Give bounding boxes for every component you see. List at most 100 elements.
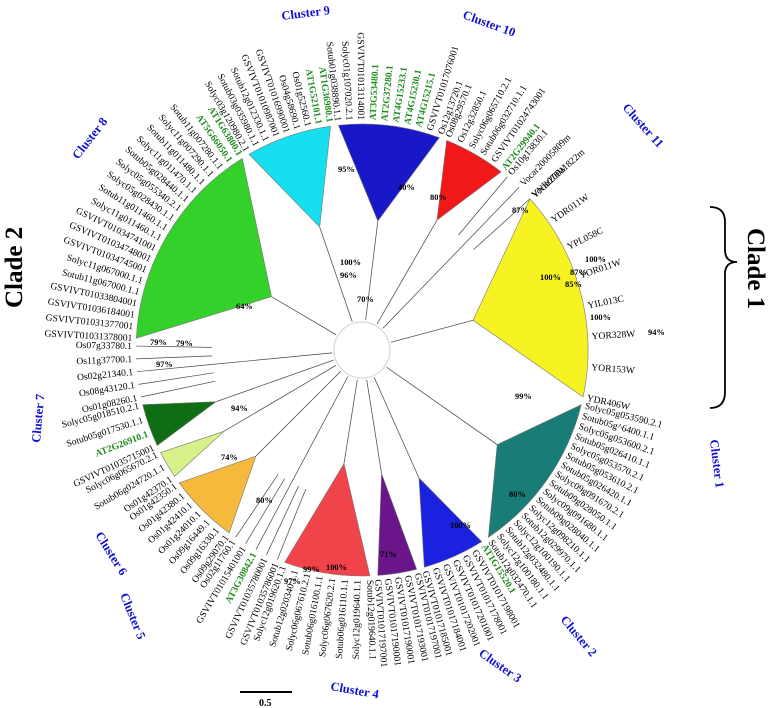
clade-wedge-cluster6b (160, 430, 225, 477)
clade-wedge-cluster9 (248, 125, 331, 228)
clade-1-bracket (709, 206, 738, 409)
bootstrap-value: 74% (221, 453, 238, 462)
bootstrap-value: 70% (357, 295, 374, 304)
clade-wedge-cluster11 (436, 140, 502, 221)
bootstrap-value: 97% (284, 577, 301, 586)
leaf-branch (140, 380, 216, 398)
clade-wedge-cluster4 (284, 462, 371, 577)
leaf-branch (136, 355, 213, 360)
cluster-label-3: Cluster 3 (476, 646, 524, 685)
clade-wedge-cluster1 (488, 404, 582, 538)
bootstrap-value: 94% (648, 328, 665, 337)
branch-cluster2 (373, 377, 420, 479)
bootstrap-value: 100% (590, 313, 611, 322)
cluster-label-1: Cluster 1 (707, 439, 727, 489)
bootstrap-value: 80% (509, 490, 526, 499)
tree-branches (136, 176, 531, 560)
bootstrap-value: 100% (340, 258, 361, 267)
bootstrap-value: 80% (256, 496, 273, 505)
clade-wedge-cluster10 (337, 123, 440, 222)
bootstrap-value: 64% (236, 302, 253, 311)
leaf-label: YOR153W (591, 362, 636, 376)
cluster-label-4: Cluster 4 (329, 679, 380, 701)
branch-rice-mid (212, 352, 333, 365)
scale-bar-label: 0.5 (259, 698, 272, 708)
branch-cluster8 (271, 296, 337, 336)
leaf-label: GSVIVT01013114001 (355, 32, 366, 120)
branch-cluster10 (365, 220, 379, 321)
leaf-branch (277, 488, 307, 560)
leaf-label: AT3G53480.1 (368, 64, 382, 121)
bootstrap-value: 87% (512, 206, 529, 215)
bootstrap-value: 100% (540, 273, 561, 282)
leaf-branch (255, 482, 292, 550)
branch-cluster9 (319, 226, 353, 322)
leaf-branch (465, 187, 520, 243)
clade-wedge-cluster2 (418, 477, 483, 568)
bootstrap-value: 100% (326, 563, 347, 572)
leaf-label: YIL013C (587, 294, 625, 312)
branch-cluster4 (343, 379, 358, 464)
bootstrap-value: 95% (338, 165, 355, 174)
leaf-label: YOR328W (591, 329, 636, 343)
leaf-label: Sotub12g019640.1.1 (364, 580, 378, 660)
bootstrap-value: 99% (515, 392, 532, 401)
bootstrap-value: 79% (150, 338, 167, 347)
clade-wedge-clade1 (472, 198, 589, 398)
leaf-label: Os02g21340.1 (77, 367, 134, 383)
branch-cluster7 (215, 359, 334, 403)
cluster-label-10: Cluster 10 (461, 8, 517, 40)
bootstrap-value: 96% (340, 271, 357, 280)
branch-cluster6b (223, 364, 337, 432)
leaf-label: YPL058C (565, 225, 605, 252)
bootstrap-value: 94% (231, 404, 248, 413)
branch-cluster1 (386, 366, 498, 445)
leaf-branch (458, 176, 508, 236)
clade-1-label: Clade 1 (742, 228, 769, 309)
cluster-label-9: Cluster 9 (281, 3, 331, 23)
branch-outgroup (382, 241, 467, 329)
cluster-label-8: Cluster 8 (69, 115, 110, 162)
bootstrap-value: 85% (565, 280, 582, 289)
bootstrap-value: 100% (585, 255, 606, 264)
leaf-branch (473, 198, 531, 250)
leaf-label: Os11g37700.1 (76, 354, 132, 367)
clade-wedge-cluster7 (142, 401, 217, 446)
leaf-label: GSVIVT01031378001 (44, 328, 133, 344)
cluster-label-6: Cluster 6 (92, 529, 130, 578)
clade-2-label: Clade 2 (1, 227, 28, 308)
bootstrap-value: 80% (430, 193, 447, 202)
bootstrap-values: 100% 87% 85% 100% 100% 94% 70% 99% 79% 100% 80% 71%… (150, 165, 665, 586)
leaf-label: Solyc01g107020.2.1 (339, 41, 354, 121)
cluster-label-5: Cluster 5 (117, 591, 148, 641)
leaf-branch (138, 372, 214, 385)
leaf-branch (266, 485, 299, 555)
leaf-branch (137, 364, 213, 373)
leaf-branch (136, 345, 213, 348)
bootstrap-value: 71% (380, 550, 397, 559)
cluster-label-11: Cluster 11 (620, 101, 667, 151)
leaf-label: Os07g33780.1 (76, 340, 133, 352)
branch-clade1 (390, 319, 474, 343)
collapsed-clade-wedges (135, 123, 589, 577)
clade-wedge-cluster8 (135, 157, 272, 339)
bootstrap-value: 97% (156, 360, 173, 369)
bootstrap-value: 100% (450, 521, 471, 530)
bootstrap-value: 99% (303, 565, 320, 574)
bootstrap-value: 40% (398, 183, 415, 192)
root-circle (333, 321, 391, 379)
branch-cluster11 (376, 219, 438, 325)
branch-cluster6 (255, 370, 342, 457)
bootstrap-value: 79% (176, 339, 193, 348)
branch-cluster3 (366, 379, 382, 474)
branch-cluster5 (291, 376, 349, 483)
clade-wedge-cluster6 (178, 455, 257, 534)
cluster-label-7: Cluster 7 (29, 393, 47, 443)
leaf-label: YDR011W (549, 191, 592, 225)
leaf-label: AT2G37280.1 (379, 65, 395, 122)
cluster-label-2: Cluster 2 (558, 613, 600, 659)
leaf-branch (245, 478, 286, 544)
leaf-label: Solyc12g019640.1.1 (351, 580, 364, 660)
leaf-branch (235, 474, 279, 538)
